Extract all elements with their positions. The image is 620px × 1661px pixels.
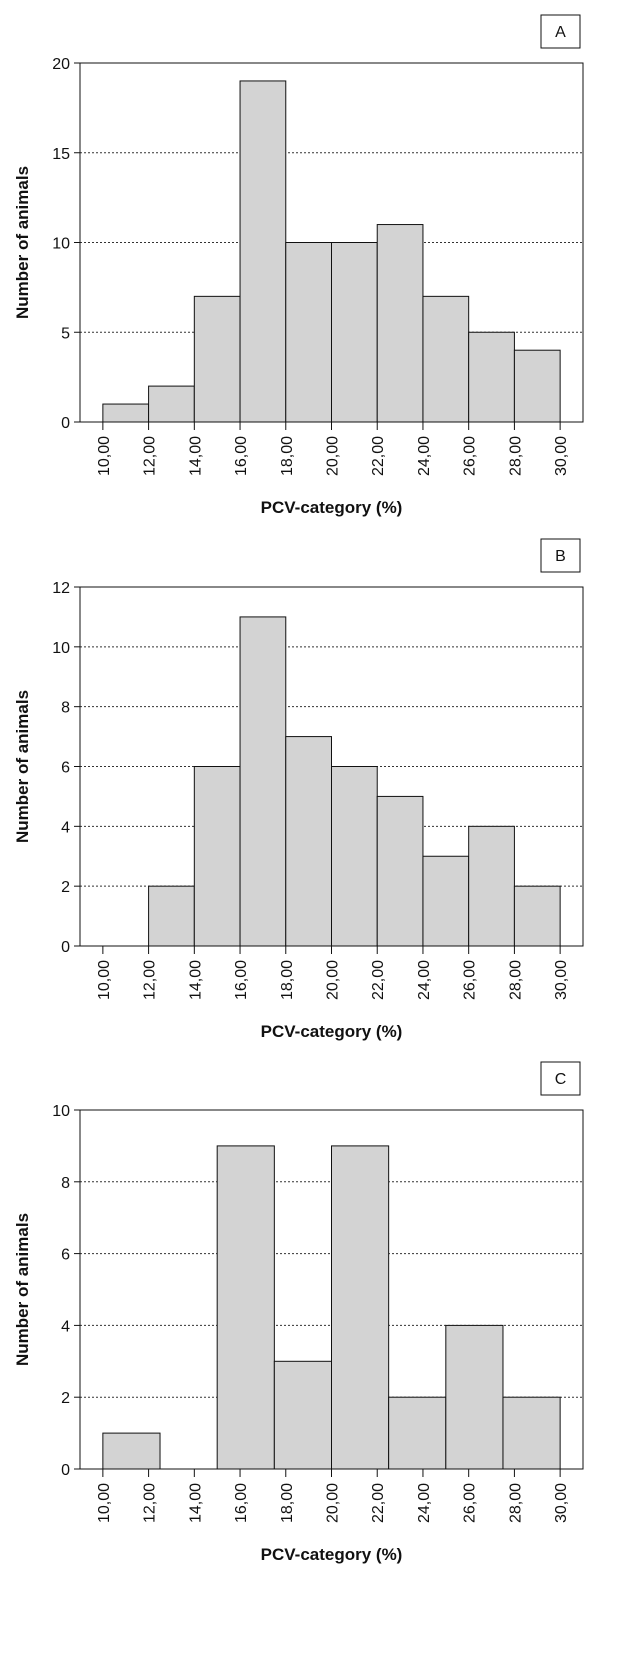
x-tick-label: 22,00 [370,960,387,1000]
x-tick-label: 14,00 [187,1483,204,1523]
y-tick-label: 15 [52,146,70,163]
bar [148,885,195,947]
bar [193,295,241,423]
x-tick-label: 10,00 [96,436,113,476]
x-tick-label: 24,00 [416,960,433,1000]
x-tick-label: 12,00 [142,1483,159,1523]
y-axis-label: Number of animals [13,690,32,843]
x-tick-label: 10,00 [96,960,113,1000]
bar [331,1145,390,1470]
bar [388,1396,447,1470]
bar [239,80,287,423]
bar [445,1324,504,1470]
x-tick-label: 30,00 [553,1483,570,1523]
bar [376,795,424,947]
y-tick-label: 10 [52,236,70,253]
x-axis-label: PCV-category (%) [261,1022,403,1041]
x-tick-label: 30,00 [553,960,570,1000]
bar [273,1360,333,1470]
y-tick-label: 5 [61,325,70,342]
y-tick-label: 12 [52,580,70,597]
y-tick-label: 6 [61,1247,70,1264]
x-tick-label: 24,00 [416,1483,433,1523]
bar [468,825,515,947]
panel-label-box [540,1061,581,1096]
x-tick-label: 14,00 [187,960,204,1000]
bar [468,331,515,423]
x-tick-label: 28,00 [507,960,524,1000]
x-tick-label: 18,00 [279,1483,296,1523]
y-tick-label: 10 [52,640,70,657]
x-tick-label: 26,00 [462,1483,479,1523]
bar [216,1145,275,1470]
bar [193,766,241,947]
x-tick-label: 18,00 [279,960,296,1000]
x-tick-label: 14,00 [187,436,204,476]
x-tick-label: 20,00 [325,960,342,1000]
y-tick-label: 4 [61,819,70,836]
x-tick-label: 18,00 [279,436,296,476]
x-axis-label: PCV-category (%) [261,1545,403,1564]
y-tick-label: 2 [61,879,70,896]
x-tick-label: 12,00 [142,436,159,476]
x-tick-label: 10,00 [96,1483,113,1523]
bar [422,295,470,423]
x-tick-label: 26,00 [462,436,479,476]
x-tick-label: 12,00 [142,960,159,1000]
x-tick-label: 30,00 [553,436,570,476]
y-tick-label: 2 [61,1390,70,1407]
bar [102,1432,161,1470]
bar [513,885,561,947]
x-axis-label: PCV-category (%) [261,498,403,517]
x-tick-label: 26,00 [462,960,479,1000]
bar [102,403,150,423]
x-tick-label: 28,00 [507,1483,524,1523]
panel: B 0 2 4 6 8 10 12 10,00 12,00 14,00 16,00 18,00 20,00… [13,538,584,1041]
y-tick-label: 8 [61,1175,70,1192]
y-tick-label: 0 [61,415,70,432]
bar [331,242,378,423]
panel: C 0 2 4 6 8 10 10,00 12,00 14,00 16,00 18,00 20,00 22… [13,1061,584,1564]
bar [513,349,561,423]
panel-label: A [555,24,566,41]
x-tick-label: 16,00 [233,1483,250,1523]
x-tick-label: 28,00 [507,436,524,476]
bar [148,385,195,423]
y-axis-label: Number of animals [13,166,32,319]
y-tick-label: 6 [61,760,70,777]
x-tick-label: 22,00 [370,1483,387,1523]
x-tick-label: 16,00 [233,960,250,1000]
bar [502,1396,561,1470]
bar [285,242,333,423]
y-tick-label: 20 [52,56,70,73]
panel: A 0 5 10 15 20 10,00 12,00 14,00 16,00 18,00 20,00 2… [13,14,584,517]
panel-label-box [540,538,581,573]
bar [376,224,424,423]
bar [285,736,333,947]
bar [239,616,287,947]
panel-label: B [555,548,566,565]
x-tick-label: 16,00 [233,436,250,476]
y-tick-label: 4 [61,1318,70,1335]
x-tick-label: 22,00 [370,436,387,476]
x-tick-label: 20,00 [325,1483,342,1523]
y-tick-label: 8 [61,700,70,717]
bar [331,766,378,947]
bar [422,855,470,947]
panel-label-box [540,14,581,49]
x-tick-label: 20,00 [325,436,342,476]
panel-label: C [555,1071,567,1088]
y-tick-label: 0 [61,1462,70,1479]
y-tick-label: 10 [52,1103,70,1120]
y-tick-label: 0 [61,939,70,956]
y-axis-label: Number of animals [13,1213,32,1366]
x-tick-label: 24,00 [416,436,433,476]
